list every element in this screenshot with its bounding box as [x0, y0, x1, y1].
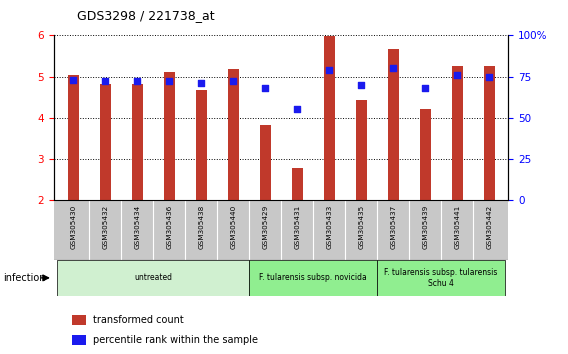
Text: GSM305435: GSM305435 [358, 205, 364, 249]
Bar [377, 260, 505, 296]
Text: percentile rank within the sample: percentile rank within the sample [93, 335, 257, 345]
Bar [324, 36, 335, 200]
Text: GSM305438: GSM305438 [198, 205, 204, 249]
Text: GSM305431: GSM305431 [294, 205, 300, 249]
Text: F. tularensis subsp. tularensis
Schu 4: F. tularensis subsp. tularensis Schu 4 [385, 268, 498, 287]
Bar [195, 90, 207, 200]
Text: infection: infection [3, 273, 45, 283]
Text: GSM305439: GSM305439 [422, 205, 428, 249]
Bar [420, 109, 431, 200]
Bar [164, 72, 175, 200]
Bar [72, 315, 86, 325]
Point [293, 107, 302, 112]
Text: GSM305442: GSM305442 [486, 205, 492, 249]
Bar [249, 260, 377, 296]
Text: GSM305429: GSM305429 [262, 205, 268, 249]
Bar [54, 200, 508, 260]
Text: GSM305436: GSM305436 [166, 205, 172, 249]
Text: GSM305432: GSM305432 [102, 205, 108, 249]
Point [389, 65, 398, 71]
Bar [72, 335, 86, 345]
Point [421, 85, 430, 91]
Bar [57, 260, 249, 296]
Point [197, 80, 206, 86]
Text: GSM305441: GSM305441 [454, 205, 460, 249]
Text: GDS3298 / 221738_at: GDS3298 / 221738_at [77, 9, 214, 22]
Bar [99, 84, 111, 200]
Point [132, 79, 141, 84]
Text: GSM305430: GSM305430 [70, 205, 76, 249]
Text: transformed count: transformed count [93, 315, 183, 325]
Text: F. tularensis subsp. novicida: F. tularensis subsp. novicida [259, 273, 367, 282]
Point [325, 67, 334, 73]
Text: GSM305437: GSM305437 [390, 205, 396, 249]
Bar [387, 48, 399, 200]
Bar [483, 66, 495, 200]
Bar [228, 69, 239, 200]
Text: GSM305440: GSM305440 [230, 205, 236, 249]
Bar [291, 168, 303, 200]
Bar [356, 99, 367, 200]
Text: untreated: untreated [134, 273, 172, 282]
Point [261, 85, 270, 91]
Text: GSM305434: GSM305434 [134, 205, 140, 249]
Point [228, 79, 237, 84]
Bar [132, 84, 143, 200]
Point [453, 72, 462, 78]
Bar [68, 75, 79, 200]
Bar [260, 125, 271, 200]
Point [165, 79, 174, 84]
Bar [452, 66, 463, 200]
Point [69, 77, 78, 83]
Text: GSM305433: GSM305433 [326, 205, 332, 249]
Point [101, 79, 110, 84]
Point [357, 82, 366, 88]
Point [485, 74, 494, 79]
